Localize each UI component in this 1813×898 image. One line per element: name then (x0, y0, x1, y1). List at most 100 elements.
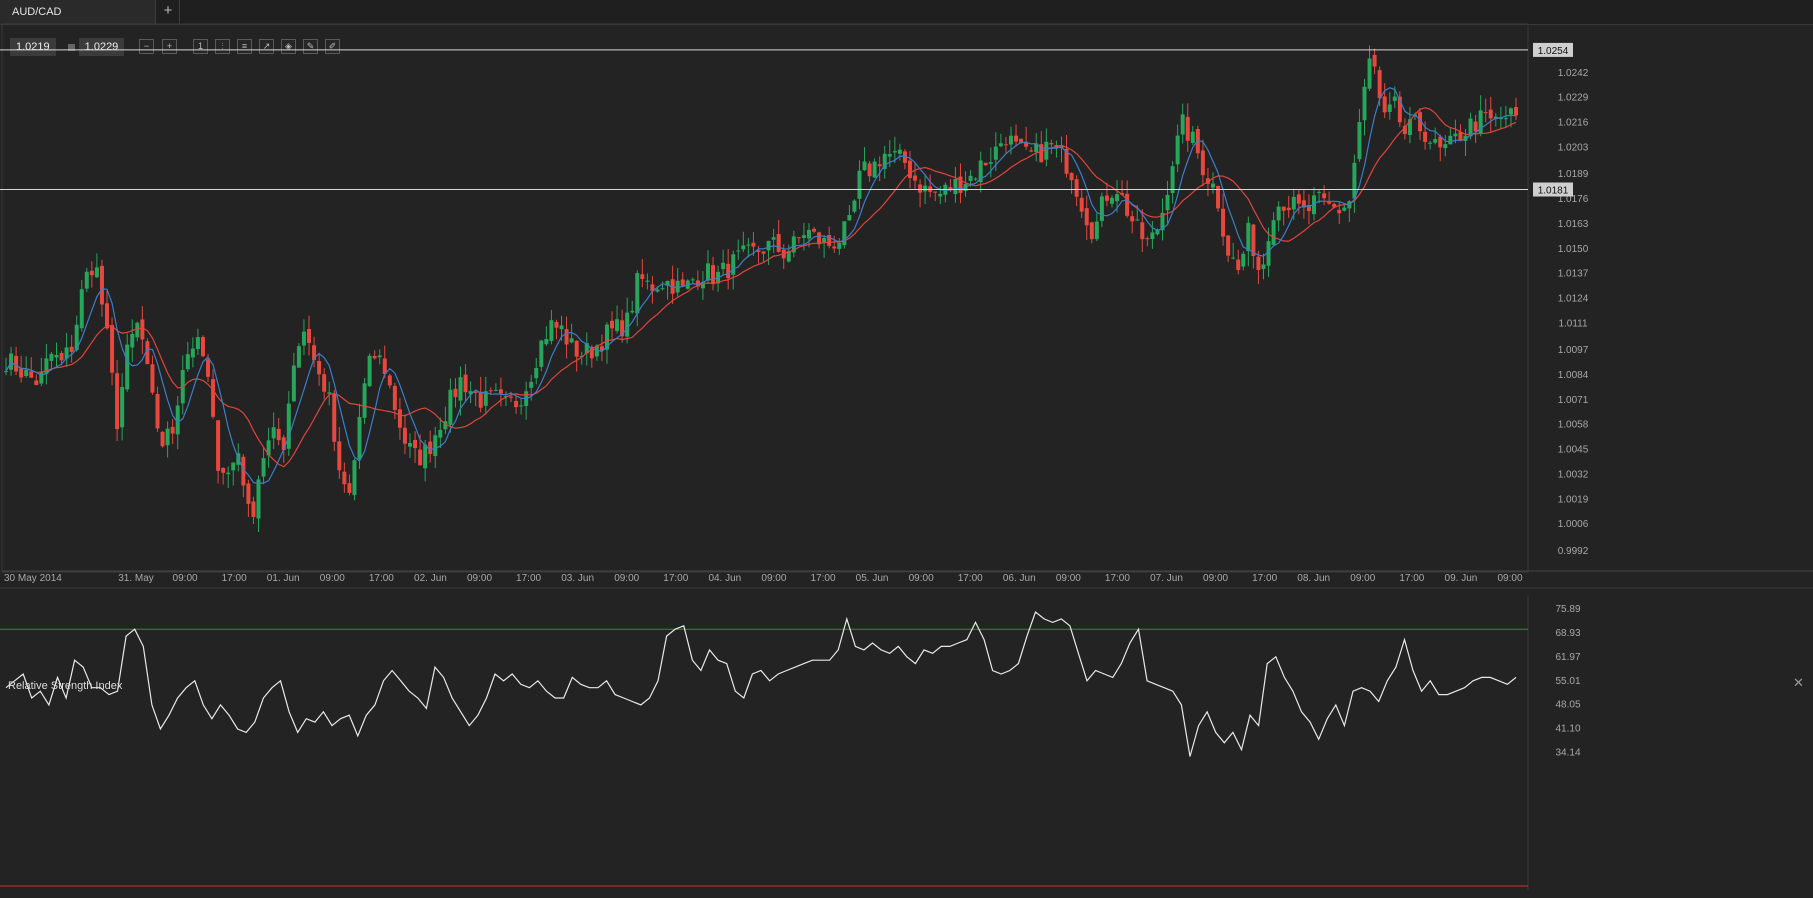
candle-body (751, 242, 756, 247)
candle-body (1185, 116, 1190, 141)
candle-body (463, 374, 468, 393)
candle-body (902, 151, 907, 163)
candle-body (448, 389, 453, 425)
candle-body (408, 442, 413, 447)
candle-body (721, 262, 726, 269)
candle-body (216, 420, 221, 471)
candle-body (877, 164, 882, 167)
rsi-y-tick-label: 75.89 (1555, 604, 1580, 615)
candle-body (1140, 222, 1145, 240)
candle-body (105, 303, 110, 329)
candle-body (655, 289, 660, 292)
candle-body (847, 215, 852, 221)
candle-body (968, 175, 973, 181)
candle-body (226, 472, 231, 475)
candle-body (1407, 119, 1412, 136)
candle-body (473, 391, 478, 393)
candle-body (1311, 195, 1316, 215)
candle-body (130, 333, 135, 348)
candle-body (1115, 194, 1120, 202)
candle-body (837, 242, 842, 249)
candle-body (423, 444, 428, 469)
candle-body (125, 344, 130, 390)
y-tick-label: 1.0071 (1558, 395, 1589, 406)
candle-body (529, 381, 534, 388)
candle-body (630, 310, 635, 313)
close-icon[interactable]: ✕ (1793, 675, 1804, 690)
candle-body (1306, 205, 1311, 212)
candle-body (741, 245, 746, 250)
x-tick-label: 17:00 (663, 573, 688, 584)
candle-body (625, 312, 630, 337)
candle-body (892, 151, 897, 153)
candle-body (1074, 179, 1079, 197)
candle-body (796, 237, 801, 239)
candle-body (1281, 206, 1286, 211)
candle-body (988, 162, 993, 164)
candle-body (1226, 235, 1231, 256)
candle-body (514, 400, 519, 408)
y-tick-label: 1.0137 (1558, 269, 1589, 280)
candle-body (1478, 110, 1483, 134)
candle-body (1503, 118, 1508, 120)
candle-body (1034, 143, 1039, 152)
candle-body (675, 280, 680, 293)
candle-body (1448, 135, 1453, 145)
x-tick-label: 09:00 (467, 573, 492, 584)
candle-body (978, 160, 983, 183)
candle-body (140, 319, 145, 340)
price-marker-box (1533, 42, 1573, 57)
candle-body (1019, 138, 1024, 144)
candle-body (1064, 148, 1069, 174)
candle-body (1514, 107, 1518, 116)
x-tick-label: 01. Jun (267, 573, 300, 584)
candle-body (1362, 86, 1367, 121)
x-tick-label: 04. Jun (708, 573, 741, 584)
price-marker-label: 1.0254 (1538, 46, 1569, 57)
x-tick-label: 31. May (118, 573, 154, 584)
candle-body (14, 355, 19, 372)
candle-body (84, 271, 89, 289)
candle-body (761, 251, 766, 254)
candle-body (948, 187, 953, 191)
candle-body (670, 279, 675, 294)
candle-body (1109, 197, 1114, 204)
candle-body (1498, 118, 1503, 120)
x-tick-label: 03. Jun (561, 573, 594, 584)
add-tab-button[interactable]: + (157, 0, 180, 24)
candle-body (120, 387, 125, 428)
x-tick-label: 09:00 (320, 573, 345, 584)
candle-body (94, 267, 99, 278)
candle-body (746, 244, 751, 246)
candle-body (200, 337, 205, 357)
candle-body (1029, 150, 1034, 152)
candle-body (695, 280, 700, 287)
y-tick-label: 1.0006 (1558, 519, 1589, 530)
candle-body (640, 274, 645, 279)
candle-body (1160, 212, 1165, 231)
candle-body (19, 368, 24, 378)
candle-body (241, 456, 246, 486)
candle-body (1418, 112, 1423, 132)
candle-body (594, 345, 599, 357)
candle-body (160, 431, 165, 447)
candle-body (1382, 96, 1387, 113)
candle-body (1221, 208, 1226, 237)
candle-body (1150, 232, 1155, 240)
candle-body (700, 281, 705, 289)
candle-body (115, 373, 120, 430)
candle-body (1200, 150, 1205, 176)
tab-aud-cad[interactable]: AUD/CAD (0, 0, 156, 24)
candle-body (801, 235, 806, 238)
candle-body (402, 427, 407, 444)
candle-body (1468, 118, 1473, 137)
candle-body (690, 279, 695, 281)
candle-body (281, 437, 286, 450)
candle-body (99, 265, 104, 305)
x-tick-label: 05. Jun (856, 573, 889, 584)
candle-body (1089, 222, 1094, 240)
candle-body (1266, 241, 1271, 266)
x-tick-label: 17:00 (516, 573, 541, 584)
ma-fast-line (5, 87, 1517, 485)
candle-body (1069, 172, 1074, 181)
